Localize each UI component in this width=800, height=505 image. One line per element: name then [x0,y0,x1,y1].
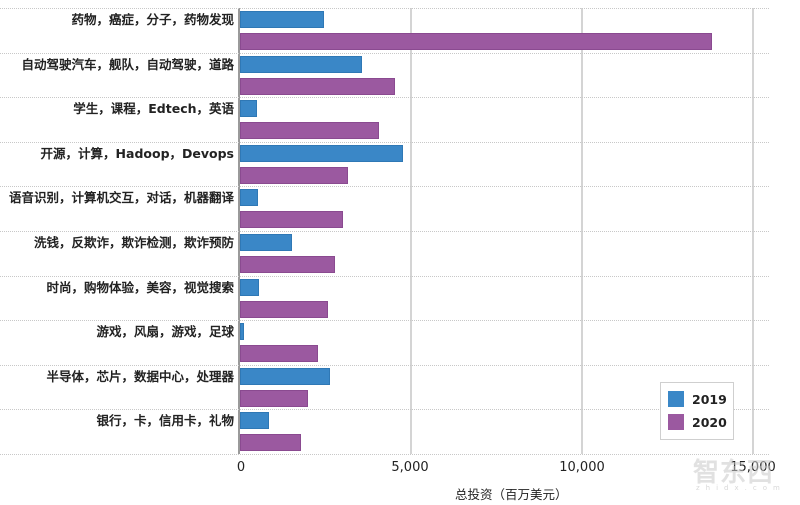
legend: 2019 2020 [660,382,734,440]
category-separator [0,275,769,277]
category-label: 开源，计算，Hadoop，Devops [40,145,234,161]
bar-2019 [240,278,259,296]
category-label: 洗钱，反欺诈，欺诈检测，欺诈预防 [33,235,234,250]
category-label: 银行，卡，信用卡，礼物 [96,413,234,429]
category-separator [0,186,769,188]
bar-2019 [240,189,258,207]
bar-2019 [240,100,258,118]
legend-label-2019: 2019 [692,391,727,407]
category-label: 学生，课程，Edtech，英语 [73,101,234,117]
x-tick-10000: 10,000 [559,460,605,475]
x-tick-0: 0 [236,460,246,475]
bar-2019 [240,144,404,162]
category-separator [0,454,769,455]
category-separator [0,409,769,411]
bar-2019 [240,11,324,28]
legend-item-2019: 2019 [668,390,727,408]
bar-2019 [240,412,270,430]
category-separator [0,8,769,9]
x-axis-label: 总投资（百万美元） [455,487,568,502]
watermark-url: zhidx.com [696,484,786,492]
category-separator [0,231,769,232]
category-separator [0,97,769,99]
legend-item-2020: 2020 [668,413,727,431]
category-label: 半导体，芯片，数据中心，处理器 [46,368,234,384]
category-label: 自动驾驶汽车，舰队，自动驾驶，道路 [21,56,234,72]
category-label: 游戏，风扇，游戏，足球 [96,324,234,340]
category-label: 时尚，购物体验，美容，视觉搜索 [46,279,234,295]
bar-2020 [240,33,712,50]
category-separator [0,52,769,54]
category-separator [0,364,769,366]
bar-2020 [240,345,318,363]
x-tick-15000: 15,000 [730,460,776,475]
bar-2020 [240,77,395,95]
bar-2020 [240,434,301,452]
legend-swatch-2020 [668,414,684,430]
bar-2019 [240,234,292,251]
category-separator [0,141,769,143]
watermark-logo: 智东西 [693,458,775,488]
category-label: 药物，癌症，分子，药物发现 [71,12,234,27]
x-tick-5000: 5,000 [391,460,429,475]
bar-2020 [240,256,335,273]
bar-2020 [240,300,328,318]
bar-2020 [240,389,308,407]
category-label: 语音识别，计算机交互，对话，机器翻译 [8,190,234,206]
bar-2020 [240,122,379,140]
bar-2020 [240,211,343,229]
bar-2020 [240,166,348,184]
legend-label-2020: 2020 [692,414,727,430]
category-separator [0,320,769,322]
plot-area [0,8,769,455]
bar-2019 [240,367,330,385]
legend-swatch-2019 [668,391,684,407]
bar-2019 [240,55,362,73]
bar-2019 [240,323,245,341]
